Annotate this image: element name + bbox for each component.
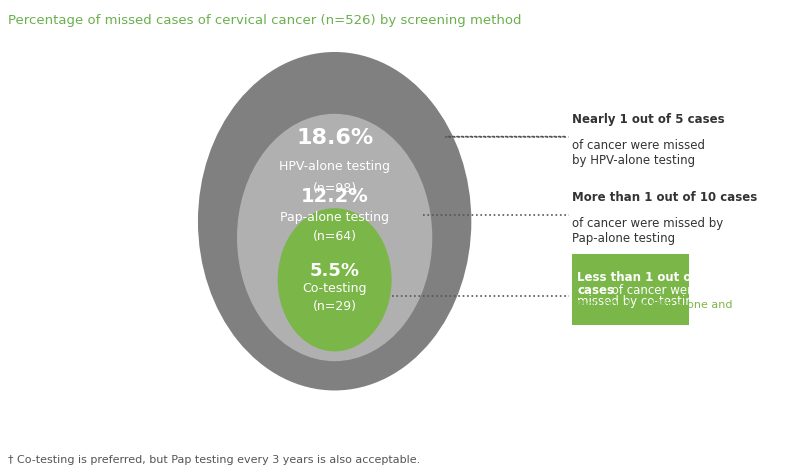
Text: P<0.0001 vs HPV-alone and
Pap-alone testing: P<0.0001 vs HPV-alone and Pap-alone test… <box>577 300 733 321</box>
Text: Percentage of missed cases of cervical cancer (n=526) by screening method: Percentage of missed cases of cervical c… <box>8 14 522 27</box>
Text: cases: cases <box>577 284 614 297</box>
Text: 12.2%: 12.2% <box>301 186 369 205</box>
Text: HPV-alone testing: HPV-alone testing <box>279 160 390 173</box>
Text: (n=29): (n=29) <box>313 300 357 313</box>
Text: Less than 1 out of 10: Less than 1 out of 10 <box>577 270 717 283</box>
Text: (n=98): (n=98) <box>313 181 357 194</box>
Text: 5.5%: 5.5% <box>310 261 360 279</box>
Text: More than 1 out of 10 cases: More than 1 out of 10 cases <box>572 191 758 204</box>
Text: Co-testing: Co-testing <box>302 282 367 295</box>
FancyBboxPatch shape <box>572 254 690 326</box>
Text: Pap-alone testing: Pap-alone testing <box>280 210 389 223</box>
Text: missed by co-testing: missed by co-testing <box>577 295 700 308</box>
Text: 18.6%: 18.6% <box>296 128 374 147</box>
Text: (n=64): (n=64) <box>313 230 357 243</box>
Text: of cancer were missed
by HPV-alone testing: of cancer were missed by HPV-alone testi… <box>572 139 706 167</box>
Text: of cancer were missed by
Pap-alone testing: of cancer were missed by Pap-alone testi… <box>572 217 723 245</box>
Ellipse shape <box>198 53 471 391</box>
Text: † Co-testing is preferred, but Pap testing every 3 years is also acceptable.: † Co-testing is preferred, but Pap testi… <box>8 454 420 464</box>
Ellipse shape <box>237 115 432 361</box>
Text: Nearly 1 out of 5 cases: Nearly 1 out of 5 cases <box>572 113 725 126</box>
Text: of cancer were: of cancer were <box>608 284 699 297</box>
Ellipse shape <box>278 209 391 352</box>
